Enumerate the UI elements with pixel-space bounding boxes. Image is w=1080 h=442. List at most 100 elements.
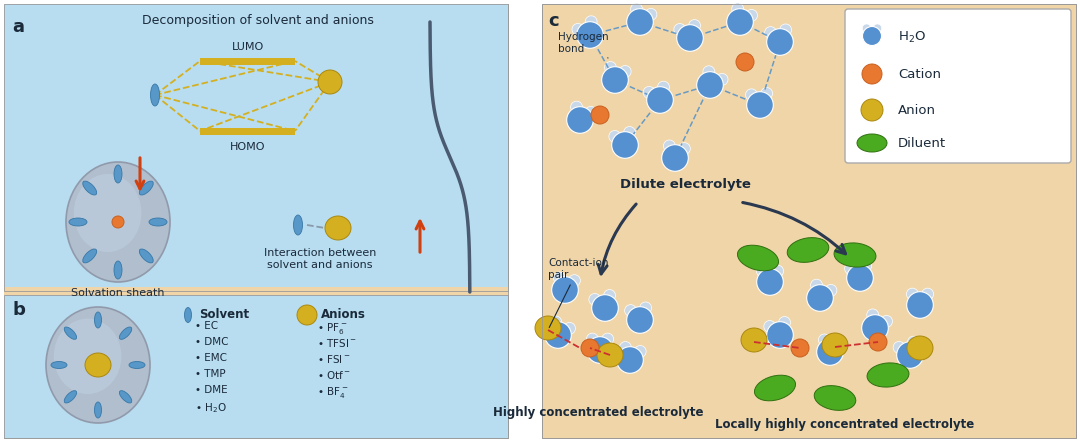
Ellipse shape — [631, 3, 643, 15]
Ellipse shape — [765, 27, 777, 38]
Ellipse shape — [634, 346, 646, 358]
Ellipse shape — [874, 24, 881, 32]
Ellipse shape — [589, 293, 600, 305]
Ellipse shape — [822, 333, 848, 357]
Ellipse shape — [553, 272, 565, 284]
Ellipse shape — [46, 307, 150, 423]
Ellipse shape — [568, 274, 580, 286]
Ellipse shape — [54, 319, 121, 394]
Text: Anion: Anion — [897, 104, 936, 117]
Ellipse shape — [297, 305, 318, 325]
Text: • TFSI$^-$: • TFSI$^-$ — [318, 337, 357, 349]
Ellipse shape — [120, 327, 132, 339]
Ellipse shape — [647, 87, 673, 113]
Bar — [4, 295, 508, 438]
Ellipse shape — [624, 305, 636, 316]
Text: • TMP: • TMP — [195, 369, 226, 379]
Ellipse shape — [95, 402, 102, 418]
Text: Interaction between: Interaction between — [264, 248, 376, 258]
Ellipse shape — [755, 375, 796, 401]
Ellipse shape — [550, 316, 562, 328]
Ellipse shape — [66, 162, 170, 282]
Ellipse shape — [662, 145, 688, 171]
Bar — [4, 4, 508, 291]
Ellipse shape — [626, 9, 653, 35]
FancyBboxPatch shape — [845, 9, 1071, 163]
Ellipse shape — [757, 269, 783, 295]
Ellipse shape — [585, 16, 597, 28]
Ellipse shape — [604, 290, 616, 301]
Text: b: b — [12, 301, 25, 319]
Ellipse shape — [811, 279, 823, 291]
Ellipse shape — [756, 265, 768, 277]
Ellipse shape — [112, 216, 124, 228]
Ellipse shape — [834, 243, 876, 267]
Text: • DME: • DME — [195, 385, 228, 395]
Ellipse shape — [619, 65, 631, 77]
Ellipse shape — [745, 9, 757, 21]
Ellipse shape — [149, 218, 167, 226]
Ellipse shape — [862, 24, 870, 32]
Ellipse shape — [896, 342, 923, 368]
Text: Contact-ion
pair: Contact-ion pair — [548, 258, 608, 328]
Ellipse shape — [626, 307, 653, 333]
Text: LUMO: LUMO — [232, 42, 265, 52]
Ellipse shape — [644, 87, 656, 98]
Ellipse shape — [617, 347, 644, 373]
Text: • EMC: • EMC — [195, 353, 227, 363]
Text: • DMC: • DMC — [195, 337, 229, 347]
Ellipse shape — [867, 363, 909, 387]
Bar — [4, 4, 508, 287]
Ellipse shape — [645, 8, 657, 20]
Ellipse shape — [738, 245, 779, 271]
Ellipse shape — [906, 288, 918, 300]
Text: Diluent: Diluent — [897, 137, 946, 150]
Text: • FSI$^-$: • FSI$^-$ — [318, 353, 351, 365]
Ellipse shape — [689, 19, 701, 31]
Text: Dilute electrolyte: Dilute electrolyte — [620, 178, 751, 191]
Bar — [4, 287, 508, 291]
Text: Anions: Anions — [321, 308, 366, 321]
Ellipse shape — [858, 134, 887, 152]
Ellipse shape — [639, 302, 651, 314]
Ellipse shape — [727, 9, 754, 35]
Ellipse shape — [585, 107, 597, 118]
Text: solvent and anions: solvent and anions — [267, 260, 373, 270]
Ellipse shape — [294, 215, 302, 235]
Ellipse shape — [73, 174, 141, 252]
Ellipse shape — [764, 320, 775, 332]
Ellipse shape — [893, 341, 905, 353]
Ellipse shape — [602, 333, 613, 345]
Ellipse shape — [862, 315, 888, 341]
Bar — [542, 4, 1076, 438]
Text: Cation: Cation — [897, 68, 941, 81]
Ellipse shape — [772, 265, 784, 277]
Ellipse shape — [867, 309, 879, 321]
Ellipse shape — [83, 249, 97, 263]
Text: a: a — [12, 18, 24, 36]
Text: Decomposition of solvent and anions: Decomposition of solvent and anions — [143, 14, 374, 27]
Ellipse shape — [663, 140, 675, 152]
Ellipse shape — [703, 66, 715, 78]
Ellipse shape — [597, 343, 623, 367]
Ellipse shape — [735, 53, 754, 71]
Ellipse shape — [552, 277, 578, 303]
Ellipse shape — [592, 295, 618, 321]
Ellipse shape — [861, 99, 883, 121]
Ellipse shape — [605, 61, 617, 73]
Ellipse shape — [120, 391, 132, 403]
Ellipse shape — [819, 334, 831, 346]
Ellipse shape — [678, 143, 690, 155]
Ellipse shape — [907, 336, 919, 348]
Text: Highly concentrated electrolyte: Highly concentrated electrolyte — [492, 406, 703, 419]
Ellipse shape — [591, 106, 609, 124]
Ellipse shape — [767, 29, 794, 55]
Ellipse shape — [69, 218, 87, 226]
Ellipse shape — [586, 333, 598, 345]
Ellipse shape — [95, 312, 102, 328]
Ellipse shape — [620, 342, 632, 354]
Ellipse shape — [572, 23, 584, 35]
Ellipse shape — [611, 132, 638, 158]
Ellipse shape — [658, 81, 670, 93]
Ellipse shape — [64, 391, 77, 403]
